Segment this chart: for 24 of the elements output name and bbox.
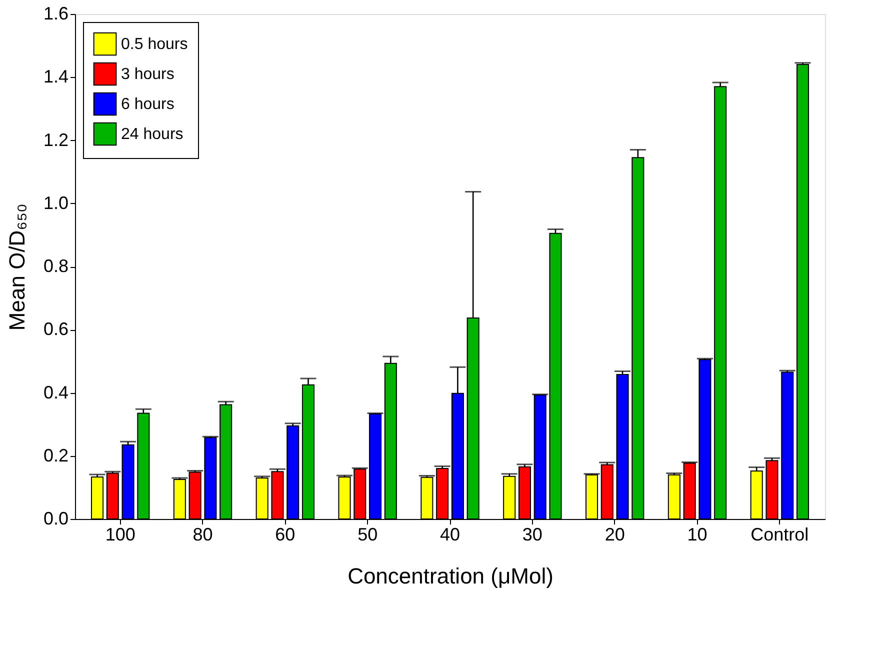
x-tick-label: 10 [687, 524, 708, 544]
x-tick-label: 20 [604, 524, 625, 544]
x-tick-label: Control [750, 524, 809, 544]
x-axis-title: Concentration (μMol) [348, 564, 554, 588]
x-tick-label: 80 [192, 524, 213, 544]
y-tick-label: 1.2 [43, 130, 68, 150]
y-tick-label: 0.4 [43, 382, 68, 402]
y-tick-label: 1.6 [43, 4, 68, 24]
legend-label: 0.5 hours [121, 36, 188, 53]
x-tick-label: 60 [275, 524, 296, 544]
x-tick-label: 50 [358, 524, 378, 544]
x-tick-label: 100 [105, 524, 136, 544]
y-tick-label: 0.0 [43, 508, 68, 528]
legend-label: 24 hours [121, 126, 184, 143]
legend-label: 6 hours [121, 96, 174, 113]
x-tick-label: 40 [440, 524, 460, 544]
y-tick-label: 0.6 [43, 319, 68, 340]
y-tick-label: 0.2 [43, 445, 68, 466]
y-tick-label: 1.0 [43, 192, 68, 213]
y-tick-label: 1.4 [43, 66, 68, 87]
x-tick-label: 30 [522, 524, 542, 544]
y-tick-label: 0.8 [43, 256, 68, 276]
y-axis-title: Mean O/D₆₅₀ [4, 203, 30, 331]
legend-label: 3 hours [121, 66, 174, 83]
